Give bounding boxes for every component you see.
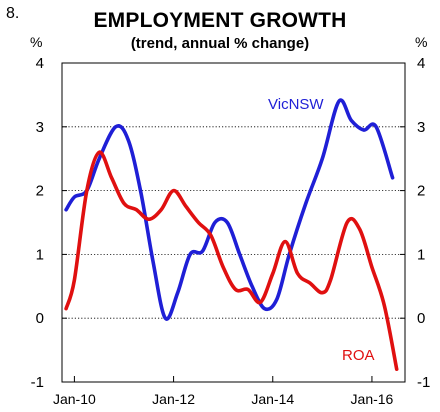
left-axis-unit: % [30,34,43,50]
x-tick-label: Jan-14 [251,391,294,407]
right-tick-label: 1 [417,246,425,263]
x-tick-label: Jan-16 [351,391,394,407]
x-tick-label: Jan-12 [152,391,195,407]
x-tick-label: Jan-10 [53,391,96,407]
left-tick-label: -1 [31,374,44,391]
figure-number: 8. [6,5,20,22]
axis-labels: 4 4 3 3 2 2 1 1 0 0 -1 -1 Jan-10 Jan-12 Jan-14 Jan-16 Vi… [31,55,431,407]
left-tick-label: 1 [36,246,44,263]
left-tick-label: 0 [36,310,44,327]
series-lines [64,98,399,371]
chart-title: EMPLOYMENT GROWTH [93,9,347,32]
chart-subtitle: (trend, annual % change) [130,35,310,52]
left-tick-label: 2 [36,183,44,200]
right-tick-label: -1 [417,374,430,391]
axis-ticks [62,62,405,383]
series-label-vicnsw: VicNSW [268,96,324,113]
series-label-roa: ROA [342,347,375,364]
left-tick-label: 4 [36,55,44,72]
right-tick-label: 0 [417,310,425,327]
plot-frame [61,62,406,383]
right-tick-label: 3 [417,119,425,136]
series-line-vicnsw [64,98,395,321]
series-line-roa [64,150,399,371]
left-tick-label: 3 [36,119,44,136]
right-axis-unit: % [415,34,428,50]
right-tick-label: 2 [417,183,425,200]
gridlines [62,126,405,319]
right-tick-label: 4 [417,55,425,72]
